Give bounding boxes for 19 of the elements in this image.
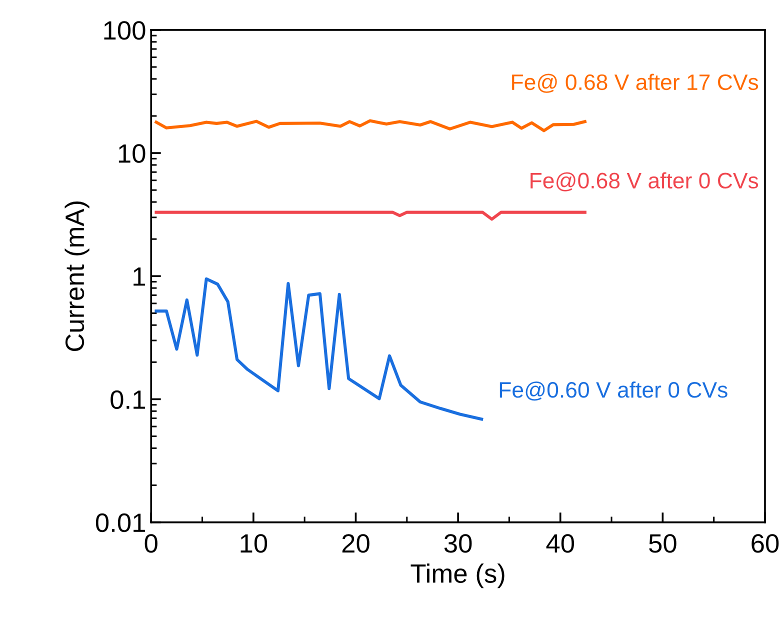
y-tick-label: 0.01: [96, 513, 145, 532]
x-tick-label: 20: [342, 534, 370, 553]
x-tick-label: 40: [546, 534, 574, 553]
x-tick-label: 30: [444, 534, 472, 553]
line-series: [154, 119, 586, 132]
y-tick-label: 1: [134, 268, 145, 286]
x-tick-label: 60: [752, 534, 779, 553]
x-tick-label: 10: [240, 534, 268, 553]
x-tick-label: 50: [649, 534, 676, 553]
x-tick-label: 0: [144, 534, 158, 553]
y-tick-label: 100: [104, 21, 146, 40]
x-axis-title: Time (s): [410, 564, 504, 588]
y-axis-title: Current (mA): [64, 202, 90, 352]
series-label: Fe@ 0.68 V after 17 CVs: [512, 74, 758, 93]
series-label: Fe@0.60 V after 0 CVs: [500, 381, 728, 401]
y-tick-label: 10: [118, 144, 146, 163]
y-tick-label: 0.1: [110, 390, 145, 410]
series-label: Fe@0.68 V after 0 CVs: [530, 172, 758, 192]
line-series: [154, 277, 484, 421]
